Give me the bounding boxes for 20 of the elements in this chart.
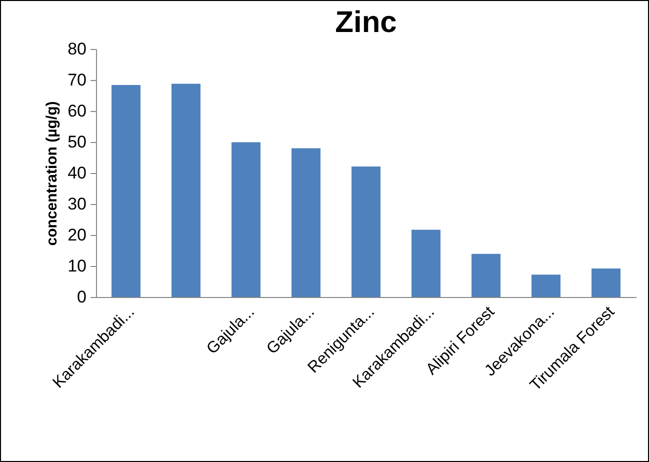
bar xyxy=(232,142,260,297)
bar xyxy=(112,84,140,297)
bar xyxy=(532,274,560,297)
y-tick-label: 30 xyxy=(68,194,86,214)
bar xyxy=(412,230,440,297)
y-tick-label: 70 xyxy=(68,70,86,90)
bar xyxy=(472,254,500,297)
chart-title: Zinc xyxy=(335,6,397,39)
bar xyxy=(592,268,620,297)
y-axis-title: concentration (µg/g) xyxy=(44,101,61,246)
y-tick-label: 20 xyxy=(68,226,86,244)
y-tick-label: 80 xyxy=(68,40,86,58)
y-tick-label: 60 xyxy=(68,102,86,120)
y-tick-label: 40 xyxy=(68,164,86,182)
y-tick-label: 10 xyxy=(68,256,86,276)
y-tick-label: 0 xyxy=(77,288,86,306)
bar xyxy=(352,166,380,297)
y-tick-label: 50 xyxy=(68,132,86,152)
bar xyxy=(292,148,320,297)
bar xyxy=(172,84,200,297)
